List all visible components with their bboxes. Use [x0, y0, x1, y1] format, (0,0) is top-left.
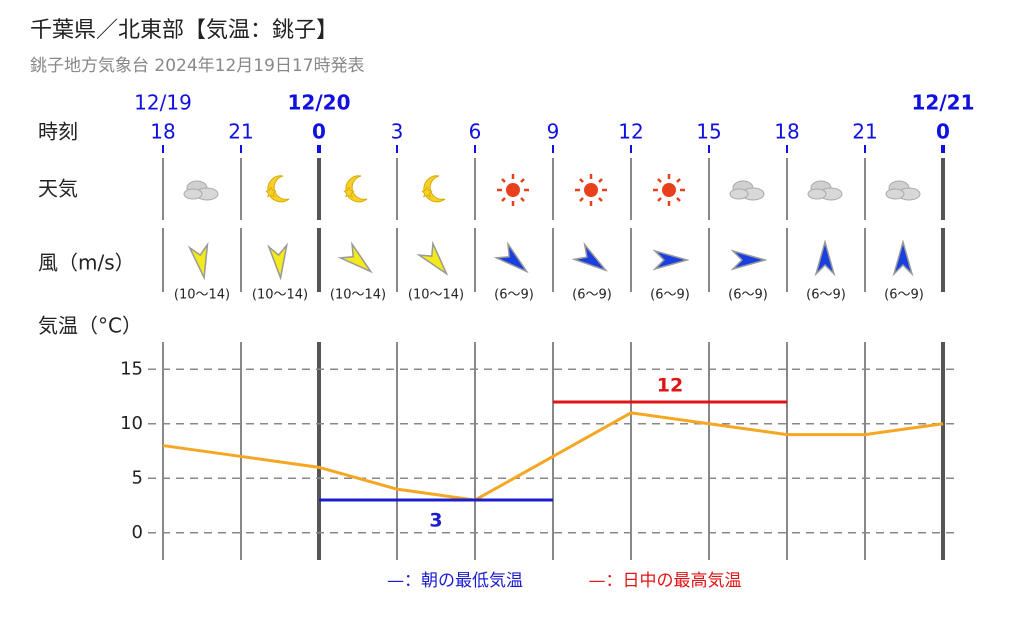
legend-entry: —：朝の最低気温 — [387, 571, 523, 591]
wind-label: (10〜14) — [174, 288, 230, 303]
weather-icon — [495, 172, 531, 208]
row-label: 天気 — [38, 177, 78, 201]
date-label: 12/19 — [134, 91, 192, 115]
wind-label: (6〜9) — [572, 288, 612, 303]
wind-arrow — [573, 243, 612, 279]
wind-arrow — [339, 243, 378, 280]
wind-arrow — [418, 242, 455, 281]
wind-arrows — [188, 241, 913, 281]
wind-label: (6〜9) — [650, 288, 690, 303]
x-tick-label: 15 — [696, 120, 721, 144]
subtitle: 銚子地方気象台 2024年12月19日17時発表 — [30, 56, 365, 76]
x-tick-label: 21 — [228, 120, 253, 144]
wind-label: (6〜9) — [728, 288, 768, 303]
x-tick-label: 0 — [936, 120, 950, 144]
row-label: 風（m/s） — [38, 251, 135, 275]
weather-icon — [729, 180, 765, 201]
y-tick-label: 10 — [120, 413, 143, 434]
row-label: 気温（°C） — [38, 314, 142, 338]
row-label: 時刻 — [38, 120, 78, 144]
wind-label: (10〜14) — [252, 288, 308, 303]
weather-icon — [573, 172, 609, 208]
weather-icon — [421, 175, 446, 203]
wind-arrow — [732, 250, 766, 270]
wind-arrow — [654, 250, 688, 270]
data-label: 12 — [657, 374, 683, 396]
line — [162, 411, 944, 502]
weather-icon — [807, 180, 843, 201]
wind-arrow — [495, 243, 534, 280]
y-tick-label: 0 — [132, 522, 143, 543]
date-label: 12/21 — [912, 91, 975, 115]
wind-arrow — [893, 241, 913, 275]
wind-label: (10〜14) — [408, 288, 464, 303]
wind-label: (6〜9) — [884, 288, 924, 303]
wind-arrow — [268, 244, 291, 280]
title: 千葉県／北東部【気温：銚子】 — [30, 18, 338, 43]
y-tick-label: 5 — [132, 467, 143, 488]
x-tick-label: 12 — [618, 120, 643, 144]
x-tick-label: 3 — [391, 120, 404, 144]
x-tick-label: 6 — [469, 120, 482, 144]
wind-arrow — [815, 241, 835, 275]
weather-icon — [183, 180, 219, 201]
data-label: 3 — [429, 510, 442, 532]
weather-icon — [265, 175, 290, 203]
y-tick-label: 15 — [120, 358, 143, 379]
weather-icon — [343, 175, 368, 203]
wind-label: (10〜14) — [330, 288, 386, 303]
wind-label: (6〜9) — [494, 288, 534, 303]
weather-icon — [885, 180, 921, 201]
wind-label: (6〜9) — [806, 288, 846, 303]
x-tick-label: 0 — [312, 120, 326, 144]
legend-entry: —：日中の最高気温 — [589, 571, 742, 591]
weather-icon — [651, 172, 687, 208]
x-tick-label: 9 — [547, 120, 560, 144]
x-tick-label: 18 — [150, 120, 175, 144]
wind-arrow — [188, 243, 214, 281]
x-tick-label: 18 — [774, 120, 799, 144]
date-label: 12/20 — [288, 91, 351, 115]
x-tick-label: 21 — [852, 120, 877, 144]
